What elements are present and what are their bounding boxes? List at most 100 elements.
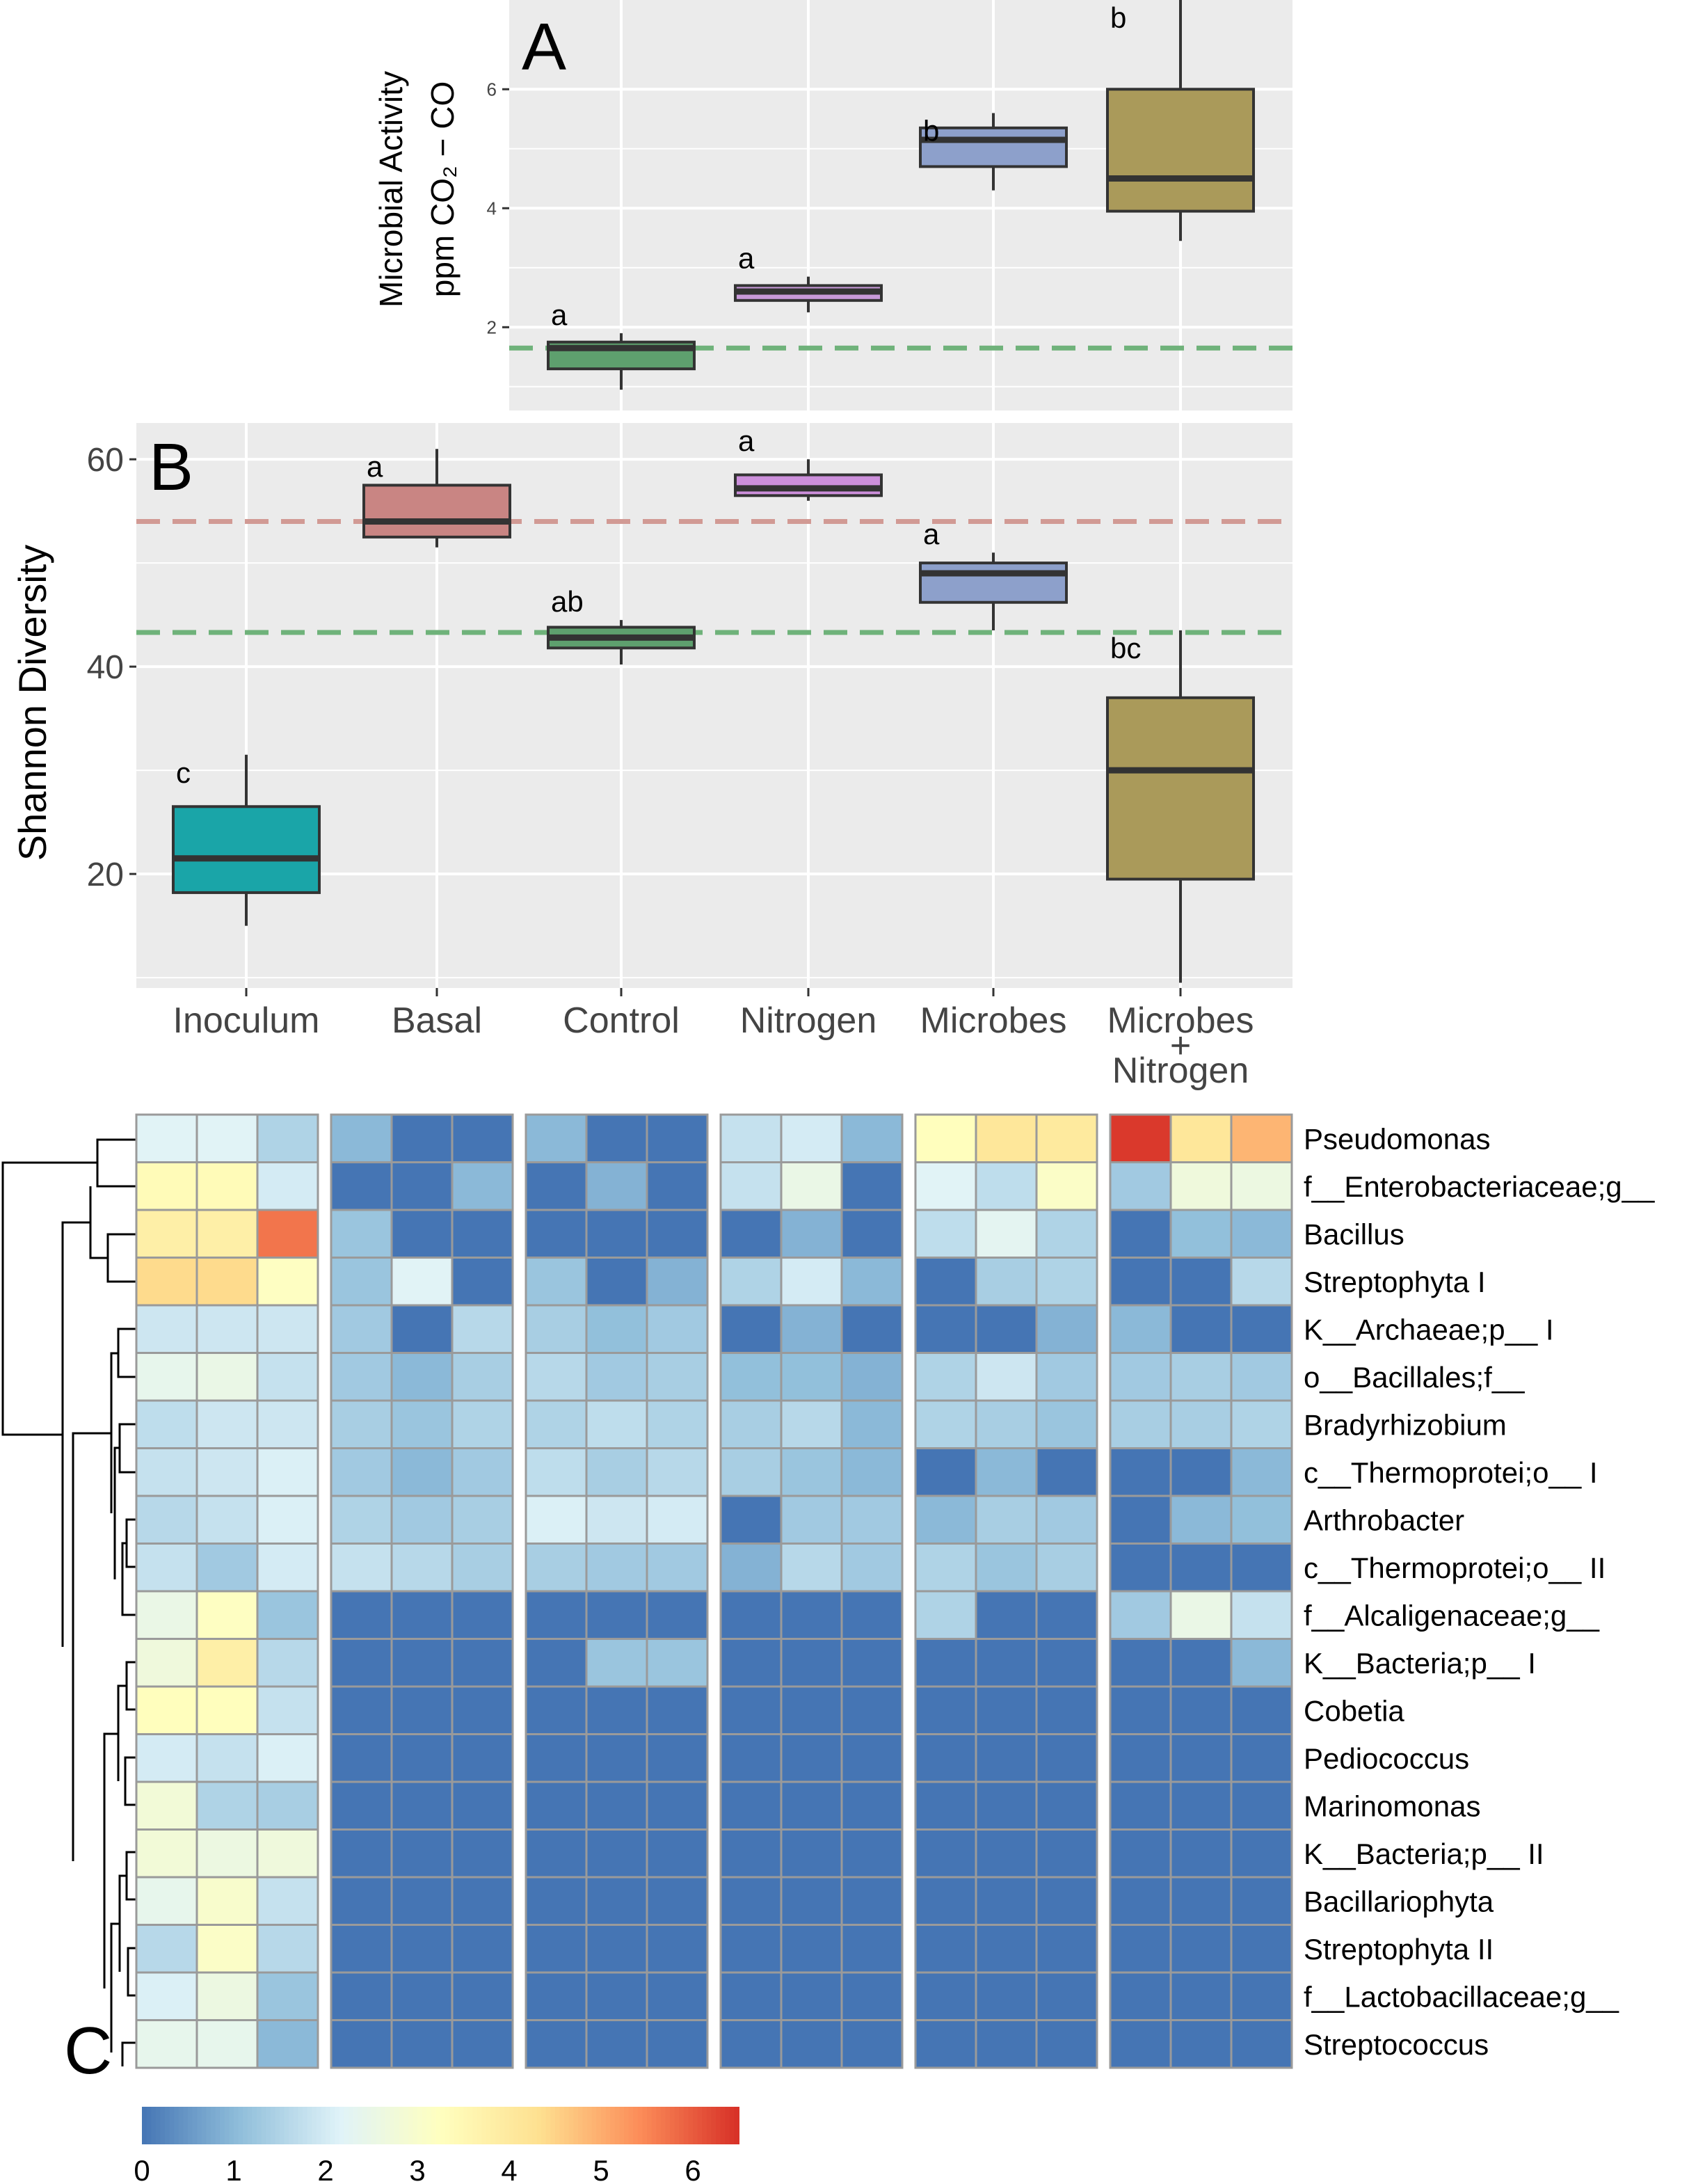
heatmap-cell bbox=[256, 1399, 319, 1449]
color-scale-segment bbox=[417, 2107, 423, 2144]
heatmap-cell bbox=[256, 1352, 319, 1402]
heatmap-cell bbox=[1169, 1638, 1233, 1688]
color-scale-segment bbox=[289, 2107, 294, 2144]
heatmap-cell bbox=[195, 1638, 259, 1688]
heatmap-cell bbox=[840, 1257, 904, 1307]
heatmap-cell bbox=[451, 1543, 514, 1593]
heatmap-cell bbox=[975, 1161, 1038, 1211]
heatmap-cell bbox=[390, 1257, 454, 1307]
color-scale-segment bbox=[513, 2107, 520, 2144]
heatmap-cell bbox=[975, 1494, 1038, 1545]
color-scale-tick-label: 5 bbox=[593, 2154, 609, 2184]
color-scale-segment bbox=[275, 2107, 280, 2144]
heatmap-cell bbox=[256, 1590, 319, 1640]
heatmap-row-label: K__Bacteria;p__ II bbox=[1304, 1838, 1544, 1870]
y-tick-label: 60 bbox=[87, 442, 124, 479]
heatmap-cell bbox=[451, 1971, 514, 2021]
heatmap-cell bbox=[1035, 1352, 1098, 1402]
heatmap-cell bbox=[975, 1876, 1038, 1926]
heatmap-cell bbox=[646, 1733, 709, 1783]
heatmap-cell bbox=[914, 1447, 977, 1497]
heatmap-cell bbox=[1169, 1971, 1233, 2021]
color-scale-segment bbox=[229, 2107, 234, 2144]
color-scale-segment bbox=[367, 2107, 372, 2144]
color-scale-segment bbox=[499, 2107, 506, 2144]
heatmap-cell bbox=[525, 1447, 588, 1497]
heatmap-cell bbox=[585, 1590, 648, 1640]
color-scale-segment bbox=[215, 2107, 221, 2144]
dendrogram-branch bbox=[118, 1423, 136, 1474]
color-scale-segment bbox=[729, 2107, 735, 2144]
heatmap-cell bbox=[390, 1494, 454, 1545]
heatmap-cell bbox=[135, 1876, 198, 1926]
heatmap-cell bbox=[135, 1447, 198, 1497]
panel-a-boxes: a a b b bbox=[547, 0, 1255, 390]
heatmap-cell bbox=[451, 1733, 514, 1783]
color-scale-segment bbox=[555, 2107, 561, 2144]
heatmap-cell bbox=[195, 1209, 259, 1259]
heatmap-row-label: Arthrobacter bbox=[1304, 1504, 1464, 1536]
heatmap-cell bbox=[914, 1161, 977, 1211]
heatmap-cell bbox=[195, 1828, 259, 1879]
heatmap-cell bbox=[1109, 1447, 1172, 1497]
heatmap-cell bbox=[975, 1113, 1038, 1163]
heatmap-cell bbox=[451, 1590, 514, 1640]
color-scale-segment bbox=[160, 2107, 166, 2144]
heatmap-cell bbox=[330, 1733, 393, 1783]
heatmap-cell bbox=[780, 1447, 843, 1497]
panel-a-y-label-line2: ppm CO₂ − CO bbox=[424, 81, 461, 298]
heatmap-cell bbox=[1169, 1447, 1233, 1497]
heatmap-cell bbox=[135, 1590, 198, 1640]
heatmap-cell bbox=[914, 1638, 977, 1688]
heatmap-cell bbox=[1109, 1685, 1172, 1735]
heatmap-cell bbox=[1230, 1304, 1293, 1354]
heatmap-cell bbox=[256, 2019, 319, 2069]
heatmap-cell bbox=[1109, 1543, 1172, 1593]
heatmap-cell bbox=[585, 1685, 648, 1735]
color-scale-segment bbox=[486, 2107, 492, 2144]
heatmap-cell bbox=[1169, 1733, 1233, 1783]
color-scale-segment bbox=[472, 2107, 478, 2144]
heatmap-cell bbox=[1230, 1638, 1293, 1688]
heatmap-cell bbox=[646, 1113, 709, 1163]
heatmap-cell bbox=[585, 1543, 648, 1593]
heatmap-cell bbox=[1169, 1352, 1233, 1402]
heatmap-cell bbox=[390, 1304, 454, 1354]
color-scale-segment bbox=[637, 2107, 643, 2144]
heatmap-cell bbox=[585, 1304, 648, 1354]
heatmap-cell bbox=[330, 1828, 393, 1879]
panel-a-y-ticks: 2 4 6 bbox=[487, 79, 509, 337]
heatmap-cell bbox=[646, 1447, 709, 1497]
heatmap-cell bbox=[719, 1828, 783, 1879]
heatmap-cell bbox=[585, 1161, 648, 1211]
color-scale-segment bbox=[192, 2107, 198, 2144]
heatmap-cell bbox=[840, 1828, 904, 1879]
heatmap-cell bbox=[585, 1447, 648, 1497]
heatmap-cell bbox=[840, 1543, 904, 1593]
heatmap-cell bbox=[1169, 1828, 1233, 1879]
heatmap-cell bbox=[585, 1494, 648, 1545]
heatmap-cell bbox=[646, 1304, 709, 1354]
heatmap-cell bbox=[780, 1638, 843, 1688]
heatmap-cell bbox=[780, 1161, 843, 1211]
color-scale-segment bbox=[683, 2107, 689, 2144]
heatmap-cell bbox=[780, 1924, 843, 1974]
heatmap-cell bbox=[256, 1733, 319, 1783]
heatmap-cell bbox=[451, 1447, 514, 1497]
color-scale-segment bbox=[522, 2107, 529, 2144]
heatmap-row-labels: Pseudomonas f__Enterobacteriaceae;g__ Baci… bbox=[1304, 1122, 1655, 2061]
color-scale-segment bbox=[445, 2107, 451, 2144]
color-scale-segment bbox=[559, 2107, 566, 2144]
heatmap-row-label: c__Thermoprotei;o__ I bbox=[1304, 1456, 1598, 1489]
color-scale-segment bbox=[220, 2107, 225, 2144]
color-scale-segment bbox=[344, 2107, 349, 2144]
heatmap-cell bbox=[135, 2019, 198, 2069]
dendrogram-branch bbox=[106, 1233, 136, 1283]
heatmap-cell bbox=[780, 1494, 843, 1545]
heatmap-cell bbox=[914, 1113, 977, 1163]
box-iqr bbox=[172, 805, 321, 894]
color-scale-segment bbox=[481, 2107, 487, 2144]
heatmap-cell bbox=[840, 1209, 904, 1259]
heatmap-cell bbox=[390, 1685, 454, 1735]
heatmap-cell bbox=[780, 1257, 843, 1307]
